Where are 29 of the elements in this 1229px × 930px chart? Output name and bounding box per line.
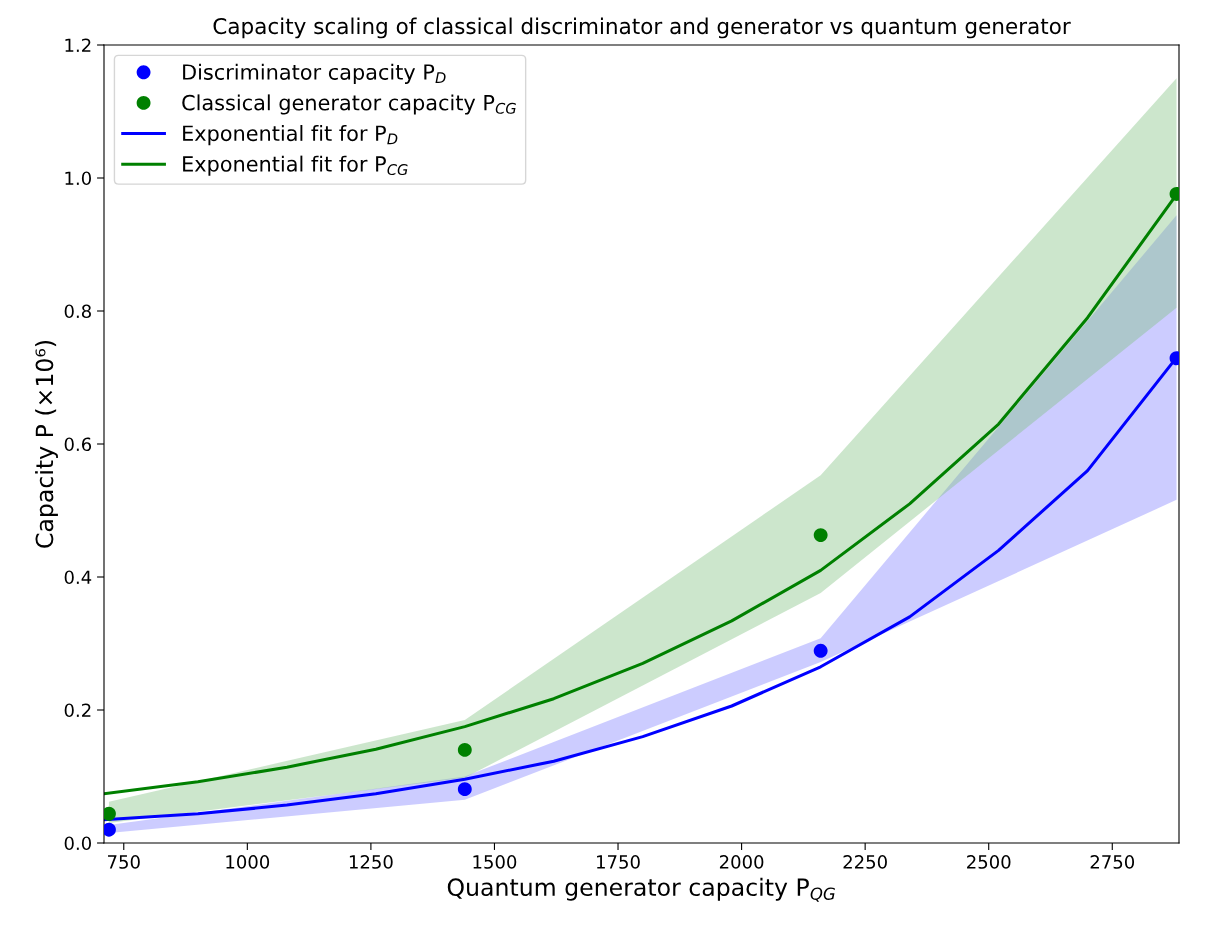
point [104,806,116,821]
legend-label: Classical generator capacity P$_{CG}$ [182,94,516,115]
point [457,742,472,757]
y-axis-title: Capacity P (×10⁶) [35,340,58,548]
legend-label: Exponential fit for P$_{CG}$ [183,155,408,176]
x-tick-label: 750 [108,855,140,869]
point [457,782,472,797]
point [813,528,828,543]
y-tick-label: 0.0 [64,836,91,851]
x-tick-label: 2000 [719,855,764,869]
y-tick-label: 0.6 [64,437,92,452]
y-tick-label: 0.4 [64,570,92,585]
x-tick-label: 2500 [967,855,1011,869]
point [104,822,116,837]
y-tick-label: 0.8 [64,304,91,319]
x-tick-label: 1250 [349,855,393,869]
x-tick-label: 1750 [597,855,640,869]
y-tick-label: 1.0 [65,171,91,186]
x-axis-title: Quantum generator capacity P$_{QG}$ [447,877,835,902]
x-tick-label: 1000 [226,855,270,869]
x-tick-label: 2750 [1090,855,1135,869]
point [813,643,828,658]
y-tick-label: 0.2 [64,703,91,718]
x-tick-label: 1500 [473,855,517,869]
legend-label: Exponential fit for P$_{D}$ [183,125,398,146]
legend-label: Discriminator capacity P$_{D}$ [183,63,446,84]
y-tick-label: 1.2 [65,38,91,52]
x-tick-label: 2250 [843,855,887,869]
chart-title: Capacity scaling of classical discriminator and generator vs quantum generator [213,17,1071,39]
